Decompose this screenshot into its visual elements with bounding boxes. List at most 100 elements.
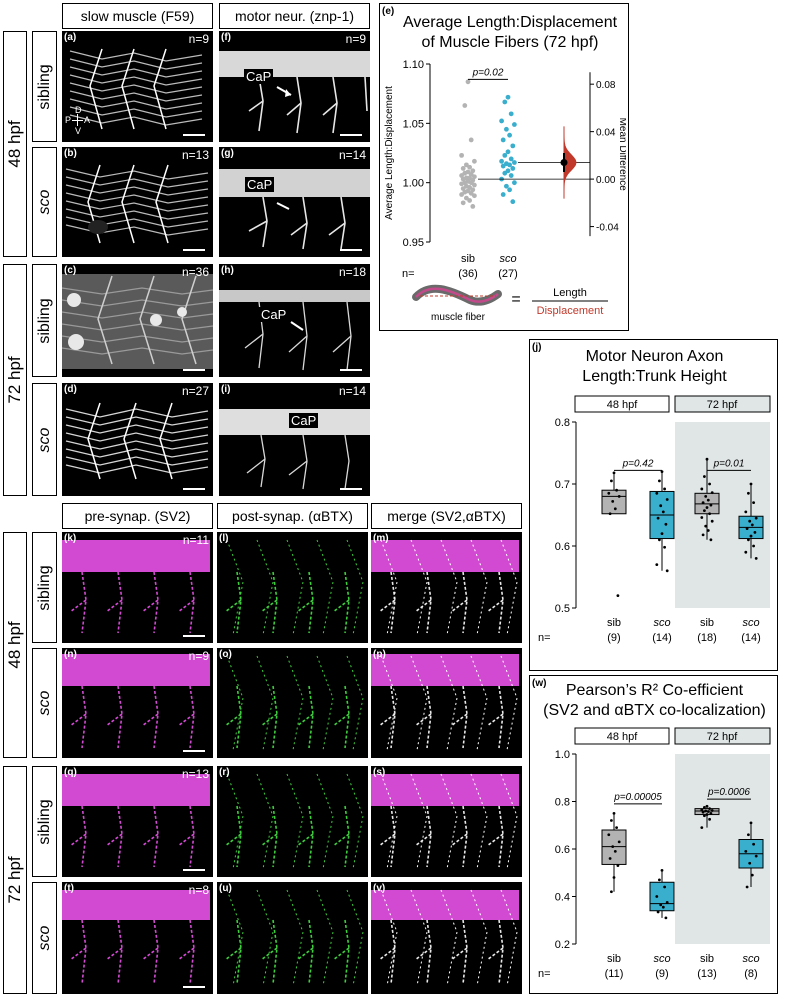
- panel-letter: (o): [219, 649, 232, 660]
- cap-callout: CaP: [259, 307, 289, 322]
- row-label-72hpf-top: 72 hpf: [3, 264, 27, 496]
- data-point: [502, 170, 508, 176]
- data-point: [708, 807, 711, 811]
- data-point: [659, 903, 663, 907]
- neuron-image-h: [219, 290, 370, 371]
- y-tick-label: 1.00: [403, 178, 424, 190]
- chart-letter: (w): [532, 678, 547, 689]
- data-point: [617, 840, 621, 844]
- category-label: sib: [700, 617, 714, 629]
- p-value-label: p=0.0006: [707, 787, 750, 798]
- data-point: [754, 854, 758, 858]
- data-point: [500, 192, 506, 197]
- scale-bar: [340, 134, 362, 136]
- chart-w-box: (w) Pearson’s R² Co-efficient (SV2 and α…: [529, 675, 778, 994]
- data-point: [617, 495, 621, 498]
- data-point: [504, 126, 509, 132]
- synapse-image-u: [224, 889, 364, 987]
- data-point: [701, 810, 705, 814]
- data-point: [500, 163, 506, 169]
- data-point: [744, 510, 748, 514]
- n-label: (18): [697, 632, 717, 644]
- data-point: [610, 890, 613, 894]
- data-point: [499, 118, 504, 124]
- chart-title: Pearson’s R² Co-efficient (SV2 and αBTX …: [530, 681, 779, 721]
- data-point: [745, 885, 749, 889]
- data-point: [708, 482, 711, 486]
- box: [649, 881, 675, 912]
- right-tick-label: -0.04: [596, 223, 619, 234]
- data-point: [510, 143, 516, 149]
- data-point: [612, 876, 616, 879]
- data-point: [700, 516, 704, 519]
- y-tick-label: 0.2: [555, 939, 570, 951]
- right-tick-label: 0.08: [596, 80, 616, 91]
- chart-title-line: Pearson’s R² Co-efficient: [565, 682, 744, 699]
- image-panel-c: (c) n=36: [62, 264, 213, 377]
- data-point: [752, 842, 755, 846]
- data-point: [510, 166, 516, 171]
- legend-label: muscle fiber: [431, 312, 486, 323]
- data-point: [472, 193, 477, 199]
- axis-marker: D P A V: [65, 105, 91, 139]
- cap-callout: CaP: [245, 177, 275, 192]
- data-point: [753, 530, 757, 534]
- row-label-72hpf-bottom: 72 hpf: [3, 766, 27, 994]
- data-point: [499, 158, 504, 164]
- y-tick-label: 0.5: [555, 603, 570, 615]
- n-label: (9): [607, 632, 620, 644]
- panel-n-count: n=36: [181, 265, 209, 279]
- panel-n-count: n=13: [181, 148, 209, 162]
- data-point: [749, 821, 753, 825]
- panel-letter: (l): [219, 533, 229, 544]
- synapse-image-v: [371, 889, 519, 987]
- row-label-text: 48 hpf: [5, 120, 24, 168]
- box: [601, 829, 627, 865]
- panel-letter: (s): [373, 767, 386, 778]
- y-tick-label: 0.8: [555, 797, 570, 809]
- chart-title: Average Length:Displacement of Muscle Fi…: [390, 13, 630, 53]
- data-point: [705, 506, 709, 509]
- neuron-image-i: [219, 409, 370, 490]
- box: [601, 489, 627, 515]
- chart-title-line: Average Length:Displacement: [402, 14, 618, 31]
- data-point: [664, 522, 668, 526]
- data-point: [655, 563, 659, 566]
- data-point: [749, 534, 753, 538]
- group-header-box: [674, 395, 771, 413]
- data-point: [460, 200, 466, 206]
- header-merge: merge (SV2,αBTX): [371, 503, 522, 529]
- row-label-text: sibling: [35, 297, 53, 344]
- scale-bar: [183, 750, 205, 752]
- image-panel-r: (r): [217, 766, 368, 877]
- data-point: [745, 527, 749, 531]
- data-point: [661, 510, 665, 514]
- group-header-box: [574, 727, 670, 745]
- n-label: (14): [741, 632, 761, 644]
- data-point: [504, 183, 509, 189]
- data-point: [512, 122, 517, 127]
- data-point: [663, 545, 666, 549]
- muscle-fiber-legend: [412, 284, 502, 306]
- scale-bar: [183, 869, 205, 871]
- data-point: [708, 512, 711, 516]
- panel-letter: (r): [219, 767, 230, 778]
- row-label-text: 72 hpf: [5, 856, 24, 904]
- data-point: [507, 187, 512, 193]
- panel-letter: (u): [219, 883, 232, 894]
- data-point: [705, 804, 709, 808]
- data-point: [460, 166, 466, 171]
- data-point: [710, 491, 714, 495]
- data-point: [656, 910, 660, 914]
- category-label: sco: [742, 617, 759, 629]
- panel-letter: (p): [373, 649, 386, 660]
- image-panel-n: (n) n=9: [62, 648, 213, 758]
- panel-n-count: n=18: [338, 265, 366, 279]
- panel-letter: (b): [64, 148, 77, 159]
- synapse-image-q: [62, 774, 210, 868]
- data-point: [502, 99, 508, 105]
- panel-n-count: n=13: [181, 767, 209, 781]
- data-point: [703, 475, 706, 478]
- category-label: sib: [607, 617, 621, 629]
- data-point: [664, 916, 668, 920]
